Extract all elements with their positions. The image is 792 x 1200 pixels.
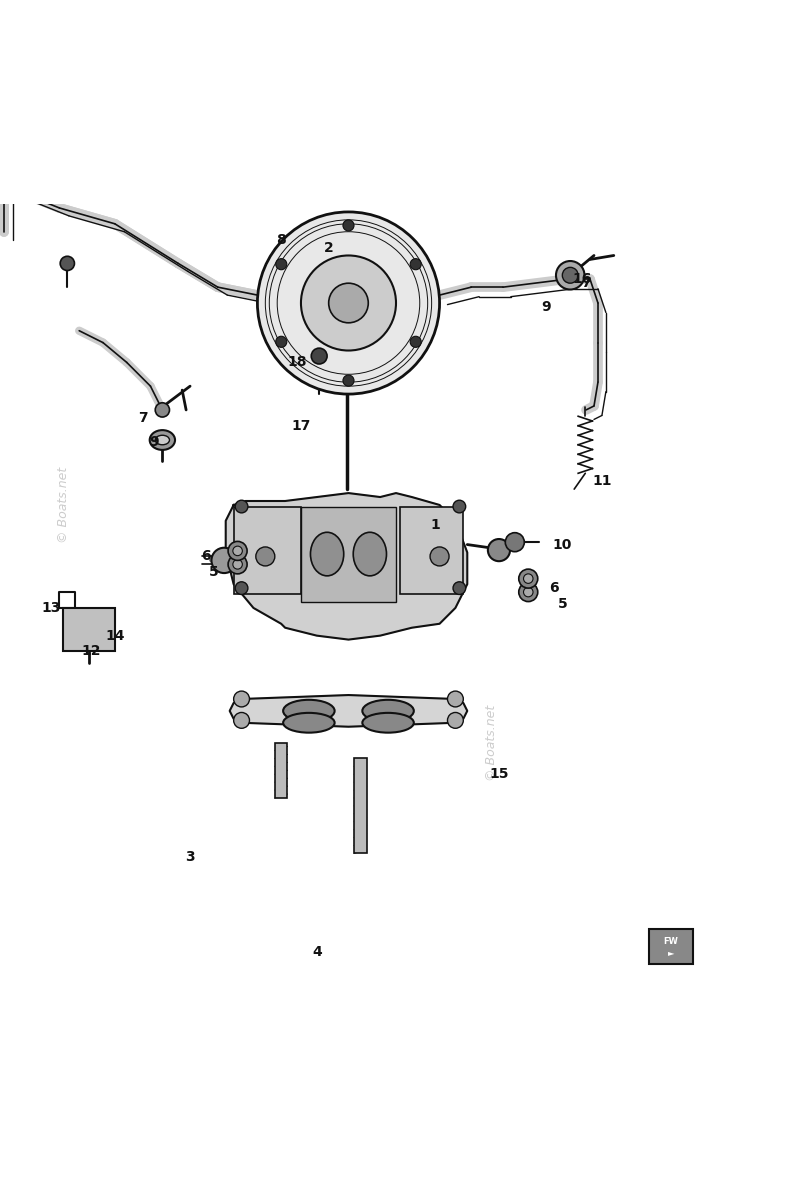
Text: 5: 5 — [558, 596, 567, 611]
Ellipse shape — [283, 713, 334, 733]
Circle shape — [311, 348, 327, 364]
Circle shape — [256, 547, 275, 566]
Text: 7: 7 — [581, 276, 591, 290]
Text: 6: 6 — [550, 581, 559, 595]
Text: 11: 11 — [592, 474, 611, 488]
Text: 9: 9 — [150, 434, 159, 449]
Text: 10: 10 — [553, 538, 572, 552]
Circle shape — [257, 212, 440, 394]
Circle shape — [430, 547, 449, 566]
Circle shape — [447, 691, 463, 707]
Circle shape — [234, 713, 249, 728]
Circle shape — [556, 262, 584, 289]
Bar — [275, 743, 287, 798]
Circle shape — [276, 336, 287, 347]
Ellipse shape — [353, 533, 386, 576]
Circle shape — [562, 268, 578, 283]
Circle shape — [233, 546, 242, 556]
Circle shape — [155, 403, 169, 418]
Circle shape — [410, 259, 421, 270]
Circle shape — [235, 582, 248, 594]
Circle shape — [235, 500, 248, 512]
Text: 13: 13 — [42, 601, 61, 614]
Text: © Boats.net: © Boats.net — [57, 467, 70, 544]
Circle shape — [505, 533, 524, 552]
Circle shape — [228, 541, 247, 560]
Ellipse shape — [310, 533, 344, 576]
Text: 4: 4 — [312, 946, 322, 960]
Circle shape — [233, 559, 242, 569]
Circle shape — [276, 259, 287, 270]
Ellipse shape — [283, 700, 334, 722]
Text: 7: 7 — [138, 410, 147, 425]
Text: 6: 6 — [201, 550, 211, 564]
Circle shape — [228, 554, 247, 574]
Circle shape — [410, 336, 421, 347]
Text: 9: 9 — [542, 300, 551, 314]
Ellipse shape — [362, 713, 413, 733]
Bar — [301, 506, 396, 601]
Polygon shape — [226, 493, 467, 640]
Text: © Boats.net: © Boats.net — [485, 704, 497, 781]
Text: 8: 8 — [276, 233, 286, 247]
Circle shape — [519, 582, 538, 601]
Text: 18: 18 — [287, 355, 307, 370]
Bar — [649, 929, 693, 965]
Circle shape — [343, 376, 354, 386]
Text: 17: 17 — [291, 419, 310, 433]
Circle shape — [453, 582, 466, 594]
Circle shape — [447, 713, 463, 728]
Bar — [63, 608, 115, 652]
Circle shape — [234, 691, 249, 707]
Circle shape — [301, 256, 396, 350]
Text: 14: 14 — [105, 629, 124, 643]
Text: FW
►: FW ► — [664, 937, 678, 956]
Text: 1: 1 — [431, 517, 440, 532]
Text: 12: 12 — [82, 644, 101, 659]
Bar — [234, 506, 301, 594]
Text: 5: 5 — [209, 565, 219, 580]
Circle shape — [524, 587, 533, 596]
Polygon shape — [230, 695, 467, 727]
Text: 16: 16 — [573, 272, 592, 287]
Ellipse shape — [155, 436, 169, 445]
Circle shape — [453, 500, 466, 512]
Text: 2: 2 — [324, 240, 333, 254]
Ellipse shape — [362, 700, 413, 722]
Text: 3: 3 — [185, 851, 195, 864]
Circle shape — [343, 220, 354, 230]
Circle shape — [488, 539, 510, 562]
Circle shape — [329, 283, 368, 323]
Bar — [354, 758, 367, 853]
Ellipse shape — [150, 430, 175, 450]
Bar — [400, 506, 463, 594]
Circle shape — [519, 569, 538, 588]
Circle shape — [524, 574, 533, 583]
Circle shape — [60, 257, 74, 270]
Text: 15: 15 — [489, 767, 508, 781]
Circle shape — [211, 547, 237, 574]
